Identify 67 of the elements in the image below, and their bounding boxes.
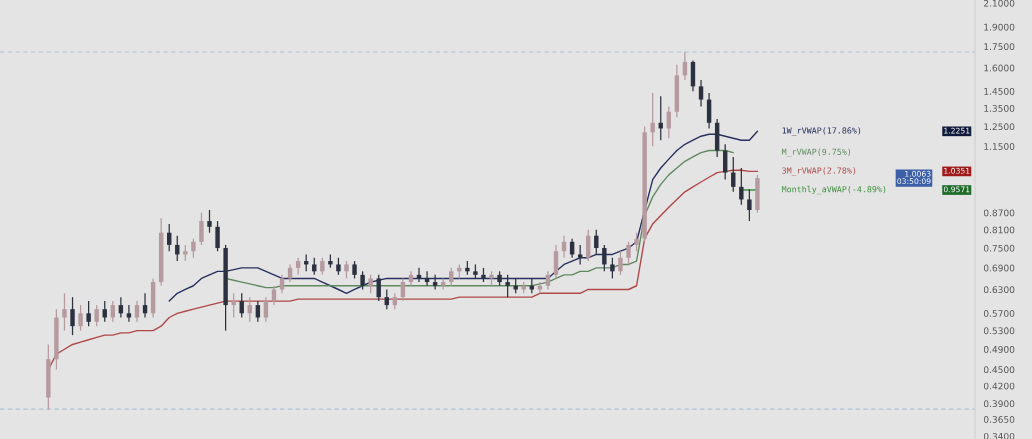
y-tick-label: 0.7500 bbox=[983, 244, 1015, 252]
candlestick bbox=[191, 238, 196, 259]
y-tick-label: 0.8700 bbox=[983, 209, 1015, 217]
candlestick bbox=[400, 277, 406, 302]
candlestick bbox=[634, 232, 639, 252]
candlestick bbox=[295, 257, 301, 276]
y-tick-label: 0.6300 bbox=[983, 286, 1015, 294]
candlestick bbox=[62, 292, 67, 332]
y-tick-label: 0.5300 bbox=[983, 327, 1015, 335]
candlestick bbox=[722, 143, 728, 181]
candlestick bbox=[255, 300, 261, 323]
candlestick bbox=[279, 274, 285, 294]
candlestick bbox=[739, 167, 744, 206]
candlestick bbox=[602, 244, 607, 272]
candlestick bbox=[545, 270, 551, 291]
text: 3M_rVWAP(2.78%) bbox=[782, 167, 856, 176]
y-tick-label: 0.3900 bbox=[983, 400, 1015, 408]
candlestick bbox=[231, 292, 236, 319]
candlestick bbox=[110, 300, 116, 323]
candlestick bbox=[271, 285, 277, 306]
candlestick bbox=[747, 188, 752, 222]
y-tick-label: 2.1000 bbox=[983, 0, 1015, 7]
candlestick bbox=[215, 220, 220, 252]
y-tick-label: 1.3500 bbox=[984, 104, 1015, 112]
candlestick bbox=[618, 250, 623, 276]
candlestick bbox=[78, 304, 83, 332]
candlestick bbox=[698, 79, 704, 108]
y-tick-label: 0.3650 bbox=[983, 416, 1015, 423]
y-tick-label: 1.6000 bbox=[984, 64, 1015, 72]
y-tick-label: 0.5700 bbox=[983, 310, 1015, 317]
y-tick-label: 0.4500 bbox=[983, 366, 1015, 374]
text: M_rVWAP(9.75%) bbox=[781, 148, 851, 157]
y-tick-label: 1.1500 bbox=[984, 143, 1015, 150]
candlestick bbox=[86, 300, 91, 327]
y-tick-label: 1.7500 bbox=[984, 43, 1015, 51]
y-tick-label: 0.3400 bbox=[983, 432, 1015, 439]
candlestick bbox=[360, 270, 365, 291]
candlestick bbox=[368, 274, 373, 294]
candlestick bbox=[626, 241, 631, 266]
y-tick-label: 1.4500 bbox=[984, 87, 1015, 95]
candlestick bbox=[70, 296, 75, 336]
candlestick bbox=[586, 229, 591, 262]
candlestick bbox=[126, 304, 132, 323]
candlestick bbox=[102, 300, 107, 323]
y-tick-label: 0.4200 bbox=[983, 382, 1015, 390]
candlestick bbox=[207, 209, 212, 234]
line-series bbox=[168, 130, 759, 302]
candlestick bbox=[553, 244, 559, 280]
candlestick bbox=[424, 270, 430, 287]
candlestick bbox=[94, 304, 99, 327]
candlestick bbox=[263, 296, 269, 323]
y-tick-label: 1.9000 bbox=[984, 23, 1015, 31]
candlestick bbox=[384, 288, 389, 310]
candlestick bbox=[505, 274, 510, 298]
y-tick-label: 0.8100 bbox=[983, 226, 1015, 234]
text: Monthly_aVWAP(-4.89%) bbox=[781, 185, 886, 195]
y-tick-label: 1.2500 bbox=[984, 123, 1015, 131]
candlestick bbox=[432, 274, 438, 291]
candlestick bbox=[376, 274, 381, 302]
y-tick-label: 0.4900 bbox=[983, 346, 1015, 353]
text: 1W_rVWAP(17.86%) bbox=[782, 127, 861, 136]
candlestick bbox=[134, 300, 140, 323]
candlestick bbox=[650, 92, 655, 147]
candlestick bbox=[199, 212, 204, 246]
candlestick bbox=[577, 244, 583, 266]
candlestick bbox=[610, 257, 615, 280]
y-tick-label: 0.6900 bbox=[983, 264, 1015, 272]
